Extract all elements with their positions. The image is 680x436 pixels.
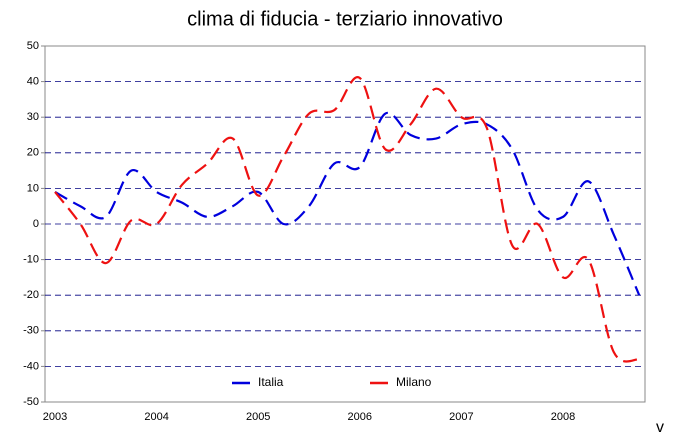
chart-title: clima di fiducia - terziario innovativo bbox=[187, 8, 503, 30]
y-tick-label: -10 bbox=[23, 254, 39, 266]
series-line bbox=[54, 111, 641, 296]
y-tick-label: -50 bbox=[23, 396, 39, 408]
y-tick-label: 10 bbox=[27, 182, 39, 194]
y-tick-label: 20 bbox=[27, 147, 39, 159]
y-tick-label: 40 bbox=[27, 76, 39, 88]
y-tick-label: 0 bbox=[33, 218, 39, 230]
y-tick-label: -20 bbox=[23, 289, 39, 301]
legend-label: Italia bbox=[258, 375, 284, 389]
x-tick-label: 2007 bbox=[449, 411, 473, 423]
x-tick-label: 2008 bbox=[551, 411, 575, 423]
y-tick-label: 30 bbox=[27, 111, 39, 123]
x-tick-label: 2003 bbox=[43, 411, 67, 423]
x-tick-label: 2005 bbox=[246, 411, 270, 423]
legend-label: Milano bbox=[396, 375, 432, 389]
y-tick-label: 50 bbox=[27, 40, 39, 52]
annotation: v bbox=[656, 419, 664, 436]
y-tick-label: -30 bbox=[23, 325, 39, 337]
series-line bbox=[54, 76, 640, 363]
x-tick-label: 2004 bbox=[144, 411, 168, 423]
x-tick-label: 2006 bbox=[348, 411, 372, 423]
y-tick-label: -40 bbox=[23, 360, 39, 372]
